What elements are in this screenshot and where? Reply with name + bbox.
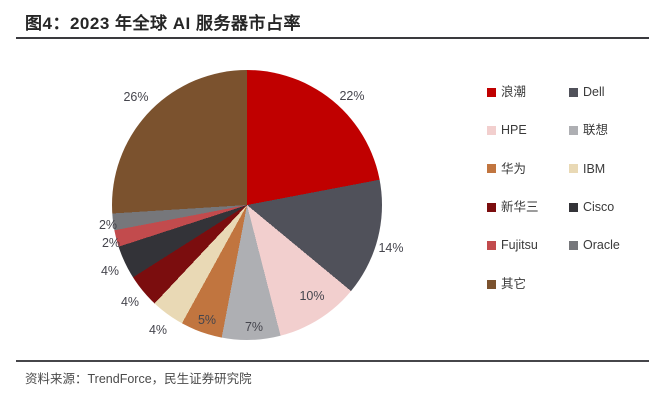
legend-item: 浪潮	[487, 84, 526, 100]
footer-divider	[16, 360, 649, 363]
slice-label: 5%	[197, 312, 217, 327]
legend-label: 联想	[583, 123, 609, 138]
source-note: 资料来源：TrendForce，民生证券研究院	[25, 372, 252, 386]
title-divider	[16, 37, 649, 40]
legend-label: 新华三	[501, 199, 539, 214]
legend-item: 其它	[487, 276, 526, 292]
legend-color-swatch	[487, 164, 496, 174]
slice-label: 26%	[123, 89, 149, 104]
legend-item: HPE	[487, 122, 527, 138]
legend-color-swatch	[569, 241, 578, 251]
legend-label: Dell	[583, 84, 605, 99]
pie-chart	[112, 70, 382, 340]
legend-color-swatch	[569, 202, 578, 212]
legend-color-swatch	[487, 241, 496, 251]
legend-label: 其它	[501, 276, 527, 291]
legend-item: 华为	[487, 161, 526, 177]
slice-label: 10%	[299, 288, 325, 303]
legend-item: IBM	[569, 161, 605, 177]
figure-title: 图4：2023 年全球 AI 服务器市占率	[25, 14, 301, 33]
slice-label: 2%	[101, 235, 121, 250]
legend-color-swatch	[569, 125, 578, 135]
legend-label: 浪潮	[501, 84, 527, 99]
legend-item: 联想	[569, 122, 608, 138]
legend-color-swatch	[487, 87, 496, 97]
legend-color-swatch	[487, 202, 496, 212]
slice-label: 7%	[244, 319, 264, 334]
legend-color-swatch	[487, 279, 496, 289]
slice-label: 22%	[339, 88, 365, 103]
legend-label: IBM	[583, 161, 606, 176]
legend-color-swatch	[487, 125, 496, 135]
legend-color-swatch	[569, 164, 578, 174]
legend-item: 新华三	[487, 199, 539, 215]
legend-label: Oracle	[583, 238, 620, 253]
legend-color-swatch	[569, 87, 578, 97]
legend-label: 华为	[501, 161, 527, 176]
legend-label: Cisco	[583, 199, 615, 214]
legend-item: Dell	[569, 84, 605, 100]
slice-label: 2%	[98, 217, 118, 232]
slice-label: 4%	[120, 294, 140, 309]
slice-label: 4%	[100, 263, 120, 278]
slice-label: 4%	[148, 322, 168, 337]
legend-item: Cisco	[569, 199, 614, 215]
legend-label: HPE	[501, 123, 527, 138]
slice-label: 14%	[378, 240, 404, 255]
legend-item: Fujitsu	[487, 238, 538, 254]
legend-label: Fujitsu	[501, 238, 538, 253]
legend-item: Oracle	[569, 238, 620, 254]
